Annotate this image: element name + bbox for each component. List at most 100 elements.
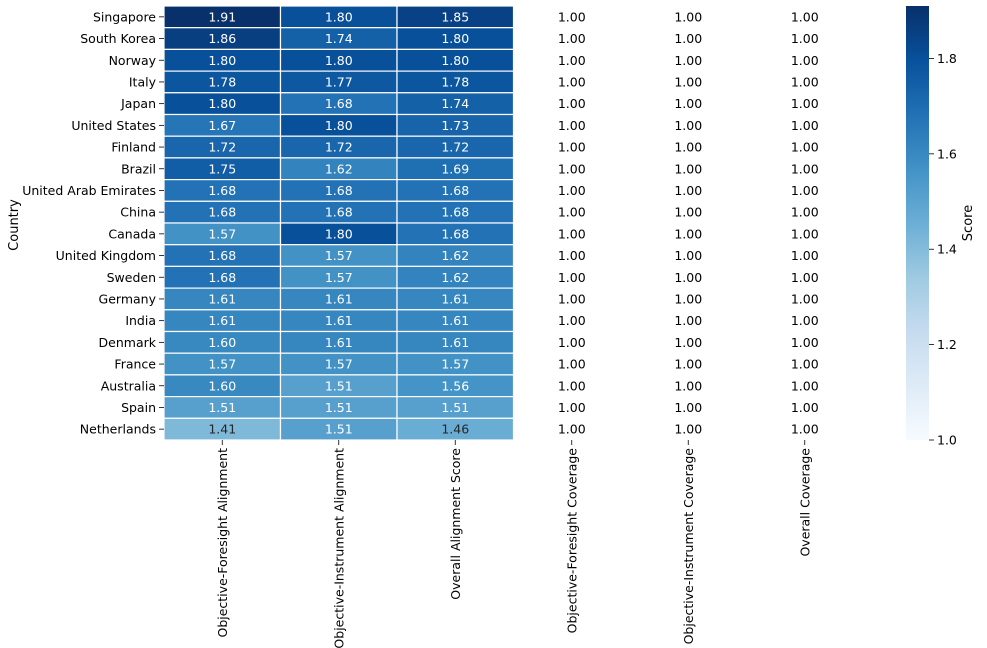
cell-value-label: 1.86 bbox=[208, 31, 236, 46]
cell-value-label: 1.00 bbox=[791, 335, 819, 350]
cell-value-label: 1.78 bbox=[441, 74, 469, 89]
cell-value-label: 1.00 bbox=[558, 205, 586, 220]
cell-value-label: 1.69 bbox=[441, 161, 469, 176]
cell-value-label: 1.00 bbox=[791, 422, 819, 437]
colorbar-ticks: 1.0 1.2 1.4 1.6 1.8 bbox=[929, 51, 957, 448]
cell-value-label: 1.73 bbox=[441, 118, 469, 133]
cell-value-label: 1.00 bbox=[791, 313, 819, 328]
cell-value-label: 1.00 bbox=[558, 313, 586, 328]
cell-value-label: 1.61 bbox=[325, 335, 353, 350]
cell-value-label: 1.00 bbox=[558, 291, 586, 306]
x-tick-label: Objective-Foresight Alignment bbox=[215, 448, 230, 638]
cell-value-label: 1.67 bbox=[208, 118, 236, 133]
cell-value-label: 1.00 bbox=[791, 357, 819, 372]
cell-value-label: 1.00 bbox=[791, 226, 819, 241]
cell-value-label: 1.80 bbox=[208, 53, 236, 68]
cell-value-label: 1.57 bbox=[325, 248, 353, 263]
cell-value-label: 1.51 bbox=[441, 400, 469, 415]
cell-value-label: 1.74 bbox=[441, 96, 469, 111]
cell-value-label: 1.68 bbox=[208, 183, 236, 198]
cell-value-label: 1.77 bbox=[325, 74, 353, 89]
y-tick-label: Netherlands bbox=[80, 422, 156, 437]
colorbar: 1.0 1.2 1.4 1.6 1.8 Score bbox=[906, 6, 976, 448]
cell-value-label: 1.68 bbox=[441, 205, 469, 220]
cell-value-label: 1.57 bbox=[441, 357, 469, 372]
cell-value-label: 1.00 bbox=[558, 400, 586, 415]
colorbar-label: Score bbox=[961, 205, 976, 241]
cell-value-label: 1.00 bbox=[791, 205, 819, 220]
cell-value-label: 1.00 bbox=[674, 53, 702, 68]
y-tick-label: Denmark bbox=[99, 335, 157, 350]
cell-labels: 1.91 1.80 1.85 1.00 1.00 1.00 1.86 1.74 1.80 1.00… bbox=[208, 9, 818, 436]
cell-value-label: 1.78 bbox=[208, 74, 236, 89]
cell-value-label: 1.57 bbox=[325, 270, 353, 285]
y-tick-label: Finland bbox=[111, 140, 156, 155]
colorbar-gradient bbox=[906, 6, 929, 440]
cell-value-label: 1.68 bbox=[325, 205, 353, 220]
cell-value-label: 1.62 bbox=[441, 270, 469, 285]
cell-value-label: 1.00 bbox=[558, 74, 586, 89]
cell-value-label: 1.00 bbox=[558, 335, 586, 350]
cell-value-label: 1.80 bbox=[208, 96, 236, 111]
cell-value-label: 1.00 bbox=[674, 118, 702, 133]
colorbar-tick-label: 1.4 bbox=[937, 242, 957, 257]
cell-value-label: 1.62 bbox=[441, 248, 469, 263]
cell-value-label: 1.00 bbox=[674, 248, 702, 263]
cell-value-label: 1.00 bbox=[558, 248, 586, 263]
colorbar-tick-label: 1.8 bbox=[937, 51, 957, 66]
cell-value-label: 1.00 bbox=[558, 183, 586, 198]
cell-value-label: 1.00 bbox=[674, 31, 702, 46]
y-tick-label: United Kingdom bbox=[56, 248, 156, 263]
cell-value-label: 1.00 bbox=[674, 9, 702, 24]
cell-value-label: 1.51 bbox=[325, 400, 353, 415]
cell-value-label: 1.00 bbox=[791, 161, 819, 176]
colorbar-tick-label: 1.6 bbox=[937, 146, 957, 161]
cell-value-label: 1.00 bbox=[674, 313, 702, 328]
cell-value-label: 1.00 bbox=[674, 183, 702, 198]
y-tick-label: France bbox=[114, 357, 156, 372]
cell-value-label: 1.80 bbox=[325, 9, 353, 24]
y-tick-label: South Korea bbox=[80, 31, 156, 46]
cell-value-label: 1.00 bbox=[674, 140, 702, 155]
heatmap-cells bbox=[163, 5, 515, 441]
cell-value-label: 1.00 bbox=[791, 248, 819, 263]
y-tick-label: China bbox=[120, 205, 156, 220]
colorbar-tick-label: 1.2 bbox=[937, 337, 957, 352]
y-tick-label: Spain bbox=[121, 400, 156, 415]
cell-value-label: 1.00 bbox=[791, 140, 819, 155]
cell-value-label: 1.61 bbox=[441, 291, 469, 306]
cell-value-label: 1.00 bbox=[791, 400, 819, 415]
cell-value-label: 1.51 bbox=[325, 378, 353, 393]
x-axis: Objective-Foresight Alignment Objective-I… bbox=[215, 440, 812, 648]
cell-value-label: 1.00 bbox=[674, 226, 702, 241]
cell-value-label: 1.46 bbox=[441, 422, 469, 437]
cell-value-label: 1.80 bbox=[325, 53, 353, 68]
cell-value-label: 1.00 bbox=[674, 357, 702, 372]
cell-value-label: 1.60 bbox=[208, 378, 236, 393]
cell-value-label: 1.00 bbox=[791, 31, 819, 46]
cell-value-label: 1.41 bbox=[208, 422, 236, 437]
cell-value-label: 1.62 bbox=[325, 161, 353, 176]
cell-value-label: 1.61 bbox=[441, 335, 469, 350]
y-tick-label: Japan bbox=[120, 96, 156, 111]
cell-value-label: 1.00 bbox=[791, 270, 819, 285]
y-tick-label: Germany bbox=[99, 291, 157, 306]
cell-value-label: 1.00 bbox=[791, 118, 819, 133]
cell-value-label: 1.00 bbox=[674, 291, 702, 306]
y-tick-label: India bbox=[125, 313, 156, 328]
cell-value-label: 1.00 bbox=[674, 270, 702, 285]
cell-value-label: 1.00 bbox=[674, 422, 702, 437]
y-tick-label: United States bbox=[71, 118, 156, 133]
y-tick-label: Canada bbox=[108, 226, 156, 241]
y-axis: Singapore South Korea Norway Italy Japan Unit… bbox=[22, 9, 164, 437]
cell-value-label: 1.00 bbox=[558, 53, 586, 68]
cell-value-label: 1.68 bbox=[441, 226, 469, 241]
y-tick-label: Norway bbox=[109, 53, 157, 68]
cell-value-label: 1.00 bbox=[558, 357, 586, 372]
cell-value-label: 1.00 bbox=[791, 378, 819, 393]
cell-value-label: 1.68 bbox=[208, 270, 236, 285]
y-tick-label: Australia bbox=[101, 378, 156, 393]
cell-value-label: 1.00 bbox=[558, 96, 586, 111]
cell-value-label: 1.57 bbox=[208, 226, 236, 241]
cell-value-label: 1.00 bbox=[674, 161, 702, 176]
